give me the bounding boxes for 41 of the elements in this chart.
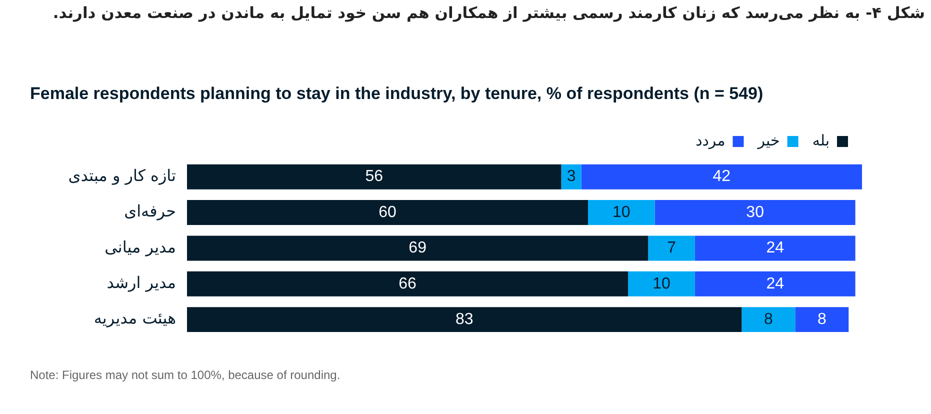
data-label: 3	[566, 168, 576, 186]
data-label: 24	[766, 240, 784, 257]
data-label: 10	[612, 204, 630, 221]
chart-title: شکل ۴- به نظر می‌رسد که زنان کارمند رسمی بیشتر از همکاران هم سن خود تمایل به ماندن در صنعت معدن دارند.	[52, 4, 925, 22]
data-label: 60	[378, 204, 396, 221]
legend-label: بله	[812, 131, 830, 150]
bar	[581, 164, 862, 190]
data-label: 30	[746, 204, 764, 221]
data-label: 69	[408, 240, 427, 257]
bar	[187, 164, 562, 190]
bar	[694, 271, 856, 296]
legend-label: مردد	[696, 131, 726, 150]
data-label: 8	[817, 310, 826, 328]
text: Note: Figures may not sum to 100%, because of rounding.	[30, 368, 340, 382]
bar	[654, 200, 856, 226]
y-tick-label: مدیر ارشد	[106, 273, 176, 292]
y-tick-label: هیئت مدیریه	[94, 308, 176, 328]
bar	[648, 236, 695, 261]
data-label: 42	[712, 168, 731, 186]
data-label: 83	[455, 310, 474, 328]
bar	[694, 236, 856, 261]
bar	[628, 271, 695, 296]
y-tick-label: مدیر میانی	[104, 237, 176, 256]
legend-label: خیر	[756, 131, 780, 150]
bar	[742, 307, 796, 332]
bar	[561, 164, 582, 190]
data-label: 8	[764, 310, 773, 328]
y-tick-label: تازه کار و مبتدی	[68, 166, 176, 185]
chart-subtitle: Female respondents planning to stay in the industry, by tenure, % of respondents (n = 549)	[30, 84, 764, 104]
data-label: 24	[766, 275, 784, 292]
data-label: 56	[365, 168, 384, 186]
data-label: 66	[398, 275, 417, 292]
bar	[187, 307, 742, 332]
bar	[588, 200, 655, 226]
y-tick-label: حرفه‌ای	[124, 202, 176, 221]
data-label: 10	[652, 275, 671, 292]
bar	[187, 200, 588, 226]
bar	[795, 307, 849, 332]
bar	[187, 271, 628, 296]
data-label: 7	[667, 240, 676, 257]
bar	[187, 236, 648, 261]
